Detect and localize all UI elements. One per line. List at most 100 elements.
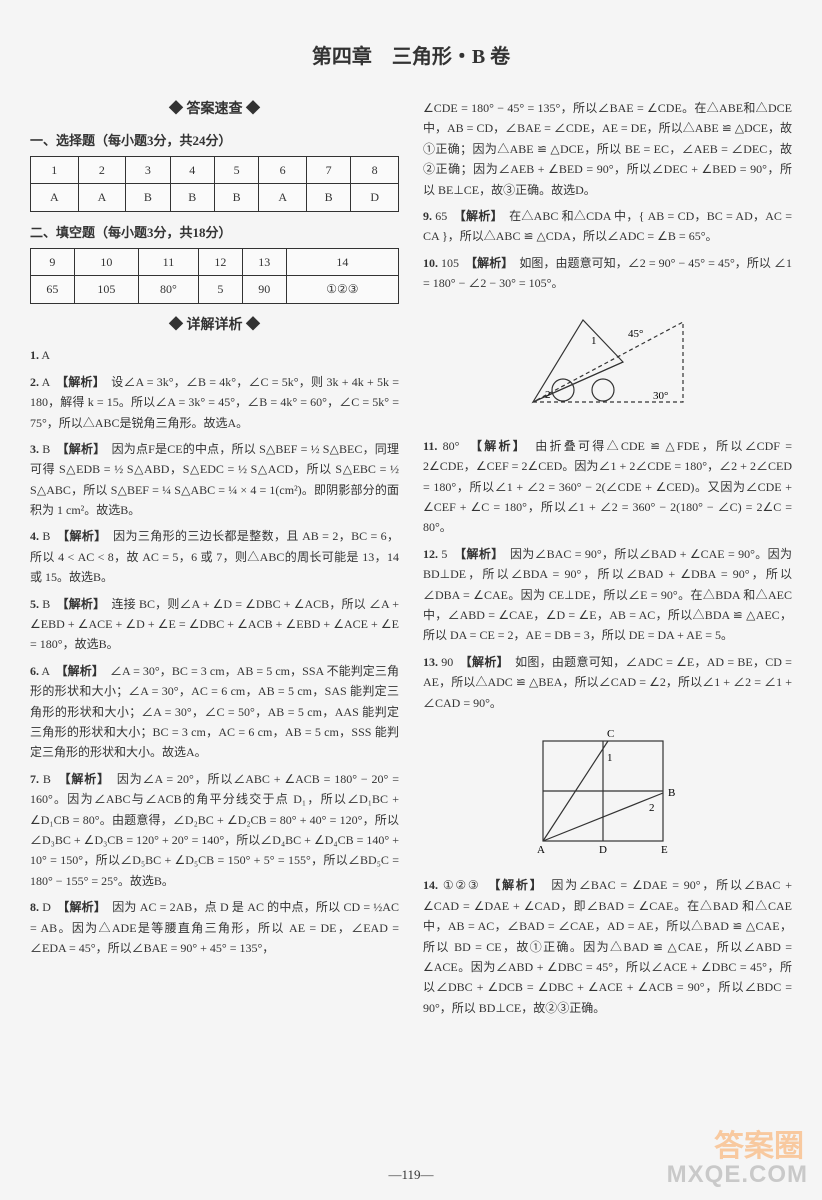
entry: 10. 105 【解析】 如图，由题意可知，∠2 = 90° − 45° = 4… — [423, 253, 792, 294]
fig10-svg: 1 2 45° 30° — [513, 302, 703, 422]
entry-tag: 【解析】 — [460, 209, 497, 223]
answer-table-1: 1 2 3 4 5 6 7 8 A A B B B A B D — [30, 156, 399, 212]
entry: 12. 5 【解析】 因为∠BAC = 90°，所以∠BAD + ∠CAE = … — [423, 544, 792, 646]
entry-tag: 【解析】 — [466, 655, 503, 669]
t1-v2: A — [78, 184, 126, 211]
quick-answers-header: ◆ 答案速查 ◆ — [30, 98, 399, 122]
entry-ans: ①②③ — [443, 878, 481, 892]
entry-num: 7. — [30, 772, 39, 786]
entry-ans: D — [42, 900, 51, 914]
t1-v8: D — [351, 184, 399, 211]
t2-v1: 65 — [31, 276, 75, 303]
entry-num: 3. — [30, 442, 39, 456]
entry-num: 14. — [423, 878, 438, 892]
entry: 3. B 【解析】 因为点F是CE的中点，所以 S△BEF = ½ S△BEC，… — [30, 439, 399, 521]
entry-tag: 【解析】 — [471, 256, 507, 270]
svg-text:C: C — [607, 728, 614, 740]
page-title: 第四章 三角形・B 卷 — [30, 40, 792, 74]
entry-ans: B — [42, 442, 50, 456]
t2-v4: 5 — [199, 276, 243, 303]
entry: 8. D 【解析】 因为 AC = 2AB，点 D 是 AC 的中点，所以 CD… — [30, 897, 399, 958]
entry-tag: 【解析】 — [63, 900, 100, 914]
entry-tag: 【解析】 — [63, 597, 100, 611]
section1-heading: 一、选择题（每小题3分，共24分） — [30, 130, 399, 152]
t1-h8: 8 — [351, 156, 399, 183]
t1-h7: 7 — [306, 156, 350, 183]
t2-v6: ①②③ — [286, 276, 398, 303]
entry-ans: 105 — [441, 256, 459, 270]
entry-ans: 5 — [441, 547, 447, 561]
t2-h1: 9 — [31, 248, 75, 275]
svg-text:1: 1 — [607, 752, 613, 764]
entry-text: ∠CDE = 180° − 45° = 135°，所以∠BAE = ∠CDE。在… — [423, 101, 792, 197]
entry: 5. B 【解析】 连接 BC，则∠A + ∠D = ∠DBC + ∠ACB，所… — [30, 594, 399, 655]
t2-h4: 12 — [199, 248, 243, 275]
entry-num: 10. — [423, 256, 438, 270]
svg-text:45°: 45° — [628, 328, 643, 340]
entry-num: 1. — [30, 348, 39, 362]
entry: 14. ①②③ 【解析】 因为∠BAC = ∠DAE = 90°，所以∠BAC … — [423, 875, 792, 1018]
entry-ans: B — [42, 529, 50, 543]
entry-num: 8. — [30, 900, 39, 914]
t1-h4: 4 — [170, 156, 214, 183]
section2-heading: 二、填空题（每小题3分，共18分） — [30, 222, 399, 244]
t2-h6: 14 — [286, 248, 398, 275]
entry-num: 4. — [30, 529, 39, 543]
entry-tag: 【解析】 — [65, 772, 104, 786]
entries-left: 1. A 2. A 【解析】 设∠A = 3k°，∠B = 4k°，∠C = 5… — [30, 345, 399, 958]
entry-num: 5. — [30, 597, 39, 611]
svg-text:2: 2 — [649, 802, 655, 814]
entry-ans: 80° — [443, 439, 460, 453]
svg-text:A: A — [537, 844, 545, 856]
detail-header: ◆ 详解详析 ◆ — [30, 314, 399, 338]
t2-h2: 10 — [74, 248, 138, 275]
entry-tag: 【解析】 — [476, 439, 521, 453]
entry-num: 12. — [423, 547, 438, 561]
entry: 9. 65 【解析】 在△ABC 和△CDA 中，{ AB = CD，BC = … — [423, 206, 792, 247]
entry-num: 2. — [30, 375, 39, 389]
entry-tag: 【解析】 — [62, 664, 98, 678]
right-column: ∠CDE = 180° − 45° = 135°，所以∠BAE = ∠CDE。在… — [423, 92, 792, 1024]
entries-right: ∠CDE = 180° − 45° = 135°，所以∠BAE = ∠CDE。在… — [423, 98, 792, 1018]
t1-v3: B — [126, 184, 170, 211]
answer-table-2: 9 10 11 12 13 14 65 105 80° 5 90 ①②③ — [30, 248, 399, 304]
t2-v2: 105 — [74, 276, 138, 303]
entry-text: 由折叠可得△CDE ≌ △FDE，所以∠CDF = 2∠CDE，∠CEF = 2… — [423, 439, 792, 535]
entry-ans: B — [43, 772, 51, 786]
entry-ans: A — [42, 375, 50, 389]
entry-tag: 【解析】 — [460, 547, 497, 561]
entry-num: 6. — [30, 664, 39, 678]
entry-ans: 65 — [435, 209, 447, 223]
entry-ans: A — [41, 348, 49, 362]
t1-h1: 1 — [31, 156, 79, 183]
entry: 13. 90 【解析】 如图，由题意可知，∠ADC = ∠E，AD = BE，C… — [423, 652, 792, 713]
t1-v1: A — [31, 184, 79, 211]
entry-num: 11. — [423, 439, 437, 453]
entry-text: 因为∠BAC = 90°，所以∠BAD + ∠CAE = 90°。因为 BD⊥D… — [423, 547, 792, 643]
entry-tag: 【解析】 — [63, 442, 100, 456]
content-columns: ◆ 答案速查 ◆ 一、选择题（每小题3分，共24分） 1 2 3 4 5 6 7… — [30, 92, 792, 1024]
entry: 6. A 【解析】 ∠A = 30°，BC = 3 cm，AB = 5 cm，S… — [30, 661, 399, 763]
svg-text:1: 1 — [591, 335, 597, 347]
t1-v6: A — [259, 184, 307, 211]
t1-v5: B — [214, 184, 258, 211]
entry-text: 因为∠A = 20°，所以∠ABC + ∠ACB = 180° − 20° = … — [30, 772, 399, 888]
entry-ans: 90 — [441, 655, 453, 669]
t1-h6: 6 — [259, 156, 307, 183]
entry-tag: 【解析】 — [63, 529, 101, 543]
svg-text:E: E — [661, 844, 668, 856]
t2-v5: 90 — [242, 276, 286, 303]
page-number: —119— — [0, 1164, 822, 1186]
t1-v7: B — [306, 184, 350, 211]
svg-text:D: D — [599, 844, 607, 856]
entry-text: ∠A = 30°，BC = 3 cm，AB = 5 cm，SSA 不能判定三角形… — [30, 664, 399, 760]
entry-num: 9. — [423, 209, 432, 223]
t2-h3: 11 — [138, 248, 198, 275]
entry-ans: A — [41, 664, 49, 678]
fig13-svg: A B C D E 1 2 — [523, 721, 693, 861]
entry-num: 13. — [423, 655, 438, 669]
entry-ans: B — [42, 597, 50, 611]
svg-text:B: B — [668, 787, 675, 799]
entry-text: 因为∠BAC = ∠DAE = 90°，所以∠BAC + ∠CAD = ∠DAE… — [423, 878, 792, 1014]
entry: 7. B 【解析】 因为∠A = 20°，所以∠ABC + ∠ACB = 180… — [30, 769, 399, 891]
